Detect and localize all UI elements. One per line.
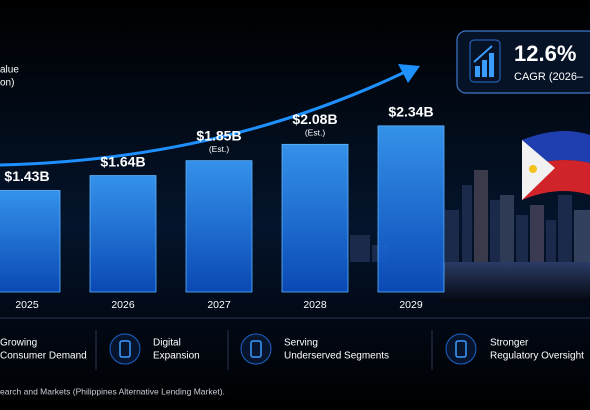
x-tick-label: 2029 xyxy=(399,299,423,311)
y-label: on) xyxy=(0,78,14,89)
x-tick-label: 2028 xyxy=(303,299,327,311)
value-note: (Est.) xyxy=(209,144,229,154)
source: earch and Markets (Philippines Alternati… xyxy=(0,386,225,396)
trend-arrow xyxy=(0,70,406,167)
x-tick-label: 2027 xyxy=(207,299,231,311)
skyline xyxy=(350,170,590,302)
driver-text: Regulatory Oversight xyxy=(490,351,584,362)
x-tick-label: 2025 xyxy=(15,299,39,311)
value-label: $1.43B xyxy=(4,168,49,184)
value-label: $2.08B xyxy=(292,111,337,127)
kpi-card: 12.6% CAGR (2026– xyxy=(456,30,590,94)
driver-text: Expansion xyxy=(153,351,200,362)
driver-text: Underserved Segments xyxy=(284,351,389,362)
value-label: $1.64B xyxy=(100,153,145,169)
value-label: $2.34B xyxy=(388,104,433,120)
kpi-label: CAGR (2026– xyxy=(514,71,584,83)
value-label: $1.85B xyxy=(196,127,241,143)
x-tick-label: 2026 xyxy=(111,299,135,311)
bar xyxy=(89,175,157,293)
driver-text: Growing xyxy=(0,338,37,349)
flag xyxy=(522,131,590,200)
divider xyxy=(0,317,590,370)
driver-text: Digital xyxy=(153,338,181,349)
y-label: alue xyxy=(0,65,19,76)
driver-icon xyxy=(240,333,272,365)
kpi-value: 12.6% xyxy=(514,41,576,66)
driver-text: Consumer Demand xyxy=(0,351,87,362)
value-note: (Est.) xyxy=(305,128,325,138)
driver-icon xyxy=(109,333,141,365)
driver-icon xyxy=(445,333,477,365)
driver-text: Stronger xyxy=(490,338,529,349)
trend-arrowhead xyxy=(398,64,420,83)
driver-icon-glyph xyxy=(119,340,131,358)
driver-icon-glyph xyxy=(250,340,262,358)
driver-icon-glyph xyxy=(455,340,467,358)
bar xyxy=(281,143,349,293)
bar xyxy=(185,160,253,293)
bar xyxy=(0,190,61,293)
driver-text: Serving xyxy=(284,338,318,349)
bar xyxy=(377,125,445,293)
